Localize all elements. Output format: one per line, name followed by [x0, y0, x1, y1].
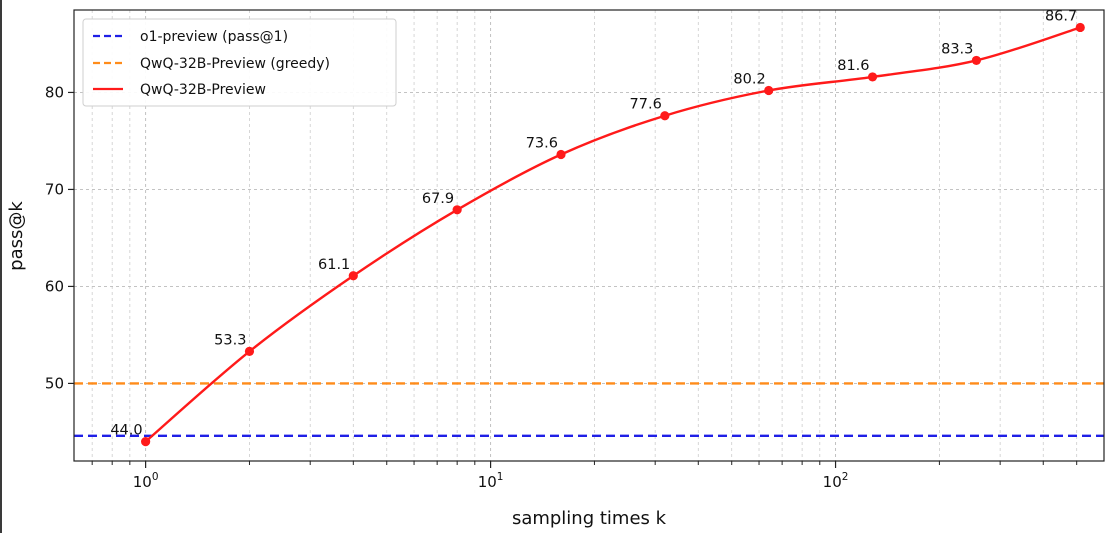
data-point — [764, 85, 774, 96]
x-tick-label: 100 — [133, 471, 159, 491]
line-series-2 — [144, 26, 1081, 443]
data-label: 80.2 — [733, 72, 765, 88]
series-layer — [74, 26, 1104, 443]
y-tick-label: 50 — [45, 374, 64, 392]
data-label: 73.6 — [526, 136, 558, 152]
data-label: 83.3 — [941, 41, 973, 57]
data-label: 53.3 — [214, 332, 246, 348]
y-axis-label: pass@k — [6, 201, 27, 271]
data-point — [867, 72, 878, 82]
window-edge — [0, 0, 2, 533]
data-label: 77.6 — [630, 97, 662, 113]
data-label: 86.7 — [1045, 8, 1077, 24]
y-tick-label: 60 — [45, 277, 64, 295]
legend: o1-preview (pass@1) QwQ-32B-Preview (gre… — [82, 18, 397, 107]
x-axis-label: sampling times k — [512, 508, 667, 529]
data-point — [660, 111, 670, 121]
data-label: 61.1 — [318, 257, 350, 273]
data-point — [556, 149, 566, 160]
labels-layer: 44.0 53.3 61.1 67.9 73.6 77.6 80.2 81.6 83.3 86.7 — [110, 8, 1077, 438]
data-point — [244, 346, 255, 357]
data-point — [971, 55, 981, 66]
x-tick-label: 101 — [478, 471, 504, 491]
plot-frame — [73, 9, 1105, 462]
data-point — [141, 437, 151, 447]
data-point — [1075, 22, 1085, 33]
data-label: 44.0 — [110, 423, 142, 439]
x-tick-label: 102 — [823, 471, 849, 491]
data-point — [348, 271, 358, 281]
ticks-layer: 50 60 70 80 100 101 102 — [45, 83, 1078, 491]
legend-label-qwq: QwQ-32B-Preview — [140, 82, 266, 98]
data-label: 67.9 — [422, 191, 454, 207]
legend-label-qwq-greedy: QwQ-32B-Preview (greedy) — [140, 56, 330, 72]
data-point — [452, 205, 462, 215]
legend-label-o1-preview: o1-preview (pass@1) — [140, 29, 288, 45]
y-tick-label: 80 — [45, 83, 64, 101]
y-tick-label: 70 — [45, 180, 64, 198]
points-layer — [141, 22, 1085, 447]
data-label: 81.6 — [837, 58, 869, 74]
legend-box — [82, 18, 397, 107]
